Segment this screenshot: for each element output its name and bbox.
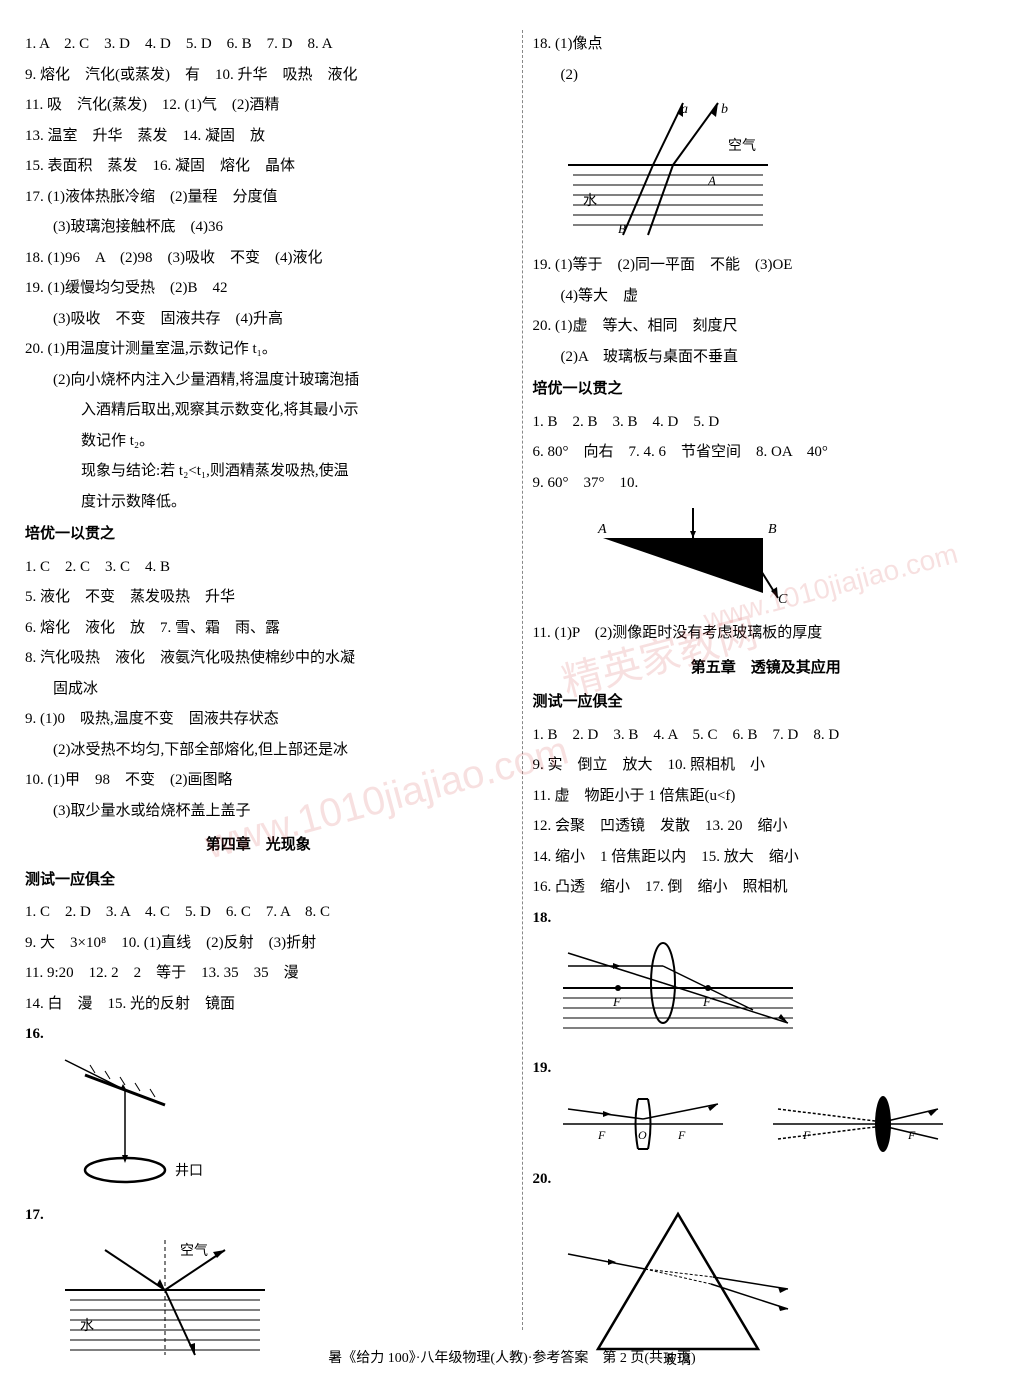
- point-C: C: [778, 592, 788, 607]
- point-B: B: [768, 522, 777, 537]
- answer-line: 1. C 2. D 3. A 4. C 5. D 6. C 7. A 8. C: [25, 898, 492, 927]
- answer-line: 数记作 t₂。: [25, 427, 492, 456]
- answer-line: 度计示数降低。: [25, 488, 492, 517]
- svg-text:F: F: [802, 1128, 811, 1142]
- answer-line: 1. A 2. C 3. D 4. D 5. D 6. B 7. D 8. A: [25, 30, 492, 59]
- svg-text:B: B: [618, 221, 626, 236]
- answer-line: 10. (1)甲 98 不变 (2)画图略: [25, 766, 492, 795]
- water-label: 水: [80, 1318, 94, 1334]
- answer-line: 18. (1)像点: [533, 30, 1000, 59]
- answer-line: 1. C 2. C 3. C 4. B: [25, 553, 492, 582]
- svg-text:F: F: [907, 1128, 916, 1142]
- answer-line: (2)A 玻璃板与桌面不垂直: [533, 343, 1000, 372]
- answer-line: 6. 80° 向右 7. 4. 6 节省空间 8. OA 40°: [533, 438, 1000, 467]
- page-footer: 暑《给力 100》·八年级物理(人教)·参考答案 第 2 页(共 8 页): [0, 1346, 1024, 1373]
- diagram-16-mirror-well: 井口: [45, 1055, 492, 1195]
- answer-line: 入酒精后取出,观察其示数变化,将其最小示: [25, 396, 492, 425]
- section-heading: 测试一应俱全: [25, 866, 492, 895]
- answer-line: 固成冰: [25, 675, 492, 704]
- chapter-heading: 第五章 透镜及其应用: [533, 654, 1000, 683]
- answer-line: (4)等大 虚: [533, 282, 1000, 311]
- diagram-18-refraction-rays: a b 空气 水 A B: [553, 95, 1000, 245]
- answer-line: 19. (1)等于 (2)同一平面 不能 (3)OE: [533, 251, 1000, 280]
- answer-line: 9. (1)0 吸热,温度不变 固液共存状态: [25, 705, 492, 734]
- answer-line: 12. 会聚 凹透镜 发散 13. 20 缩小: [533, 812, 1000, 841]
- answer-line: 19. (1)缓慢均匀受热 (2)B 42: [25, 274, 492, 303]
- diagram-19-concave-convex-lens: F O F F F: [553, 1089, 1000, 1159]
- answer-line: (2)冰受热不均匀,下部全部熔化,但上部还是冰: [25, 736, 492, 765]
- left-column: 1. A 2. C 3. D 4. D 5. D 6. B 7. D 8. A …: [25, 30, 502, 1330]
- diagram-10-prism-reflection: A B C: [553, 503, 1000, 613]
- right-column: 18. (1)像点 (2) a b 空气 水 A B 19. (1)等于 (2)…: [522, 30, 1000, 1330]
- water-label: 水: [583, 193, 597, 209]
- point-A: A: [597, 522, 607, 537]
- answer-line: 13. 温室 升华 蒸发 14. 凝固 放: [25, 122, 492, 151]
- answer-line: 17.: [25, 1201, 492, 1230]
- center-O: O: [638, 1128, 647, 1142]
- answer-line: 20. (1)用温度计测量室温,示数记作 t₁。: [25, 335, 492, 364]
- focal-F: F: [677, 1128, 686, 1142]
- focal-F: F: [612, 994, 622, 1009]
- answer-line: 15. 表面积 蒸发 16. 凝固 熔化 晶体: [25, 152, 492, 181]
- answer-line: 9. 实 倒立 放大 10. 照相机 小: [533, 751, 1000, 780]
- section-heading: 培优一以贯之: [25, 520, 492, 549]
- answer-line: (2): [533, 61, 1000, 90]
- answer-line: 5. 液化 不变 蒸发吸热 升华: [25, 583, 492, 612]
- air-label: 空气: [180, 1243, 208, 1259]
- answer-line: 14. 白 漫 15. 光的反射 镜面: [25, 990, 492, 1019]
- diagram-18-convex-lens: F F: [553, 938, 1000, 1048]
- answer-line: 现象与结论:若 t₂<t₁,则酒精蒸发吸热,使温: [25, 457, 492, 486]
- answer-line: 11. 虚 物距小于 1 倍焦距(u<f): [533, 782, 1000, 811]
- answer-line: 11. 吸 汽化(蒸发) 12. (1)气 (2)酒精: [25, 91, 492, 120]
- answer-line: 18.: [533, 904, 1000, 933]
- answer-line: 11. (1)P (2)测像距时没有考虑玻璃板的厚度: [533, 619, 1000, 648]
- answer-line: 17. (1)液体热胀冷缩 (2)量程 分度值: [25, 183, 492, 212]
- ray-a-label: a: [681, 102, 688, 117]
- section-heading: 培优一以贯之: [533, 375, 1000, 404]
- answer-line: 8. 汽化吸热 液化 液氨汽化吸热使棉纱中的水凝: [25, 644, 492, 673]
- answer-line: (3)取少量水或给烧杯盖上盖子: [25, 797, 492, 826]
- answer-line: 16. 凸透 缩小 17. 倒 缩小 照相机: [533, 873, 1000, 902]
- answer-line: 20.: [533, 1165, 1000, 1194]
- focal-F: F: [597, 1128, 606, 1142]
- svg-text:A: A: [707, 173, 716, 188]
- answer-line: (3)玻璃泡接触杯底 (4)36: [25, 213, 492, 242]
- ray-b-label: b: [721, 102, 728, 117]
- answer-line: 16.: [25, 1020, 492, 1049]
- answer-line: 9. 大 3×10⁸ 10. (1)直线 (2)反射 (3)折射: [25, 929, 492, 958]
- answer-line: 19.: [533, 1054, 1000, 1083]
- answer-line: 1. B 2. B 3. B 4. D 5. D: [533, 408, 1000, 437]
- answer-line: 18. (1)96 A (2)98 (3)吸收 不变 (4)液化: [25, 244, 492, 273]
- answer-line: 9. 熔化 汽化(或蒸发) 有 10. 升华 吸热 液化: [25, 61, 492, 90]
- chapter-heading: 第四章 光现象: [25, 831, 492, 860]
- answer-line: 1. B 2. D 3. B 4. A 5. C 6. B 7. D 8. D: [533, 721, 1000, 750]
- answer-line: 14. 缩小 1 倍焦距以内 15. 放大 缩小: [533, 843, 1000, 872]
- answer-line: 9. 60° 37° 10.: [533, 469, 1000, 498]
- section-heading: 测试一应俱全: [533, 688, 1000, 717]
- diagram-20-prism-dispersion: 玻璃: [553, 1199, 1000, 1369]
- answer-line: 20. (1)虚 等大、相同 刻度尺: [533, 312, 1000, 341]
- well-label: 井口: [175, 1163, 203, 1179]
- page-container: 1. A 2. C 3. D 4. D 5. D 6. B 7. D 8. A …: [25, 30, 999, 1330]
- answer-line: (2)向小烧杯内注入少量酒精,将温度计玻璃泡插: [25, 366, 492, 395]
- answer-line: 11. 9:20 12. 2 2 等于 13. 35 35 漫: [25, 959, 492, 988]
- answer-line: (3)吸收 不变 固液共存 (4)升高: [25, 305, 492, 334]
- air-label: 空气: [728, 138, 756, 154]
- answer-line: 6. 熔化 液化 放 7. 雪、霜 雨、露: [25, 614, 492, 643]
